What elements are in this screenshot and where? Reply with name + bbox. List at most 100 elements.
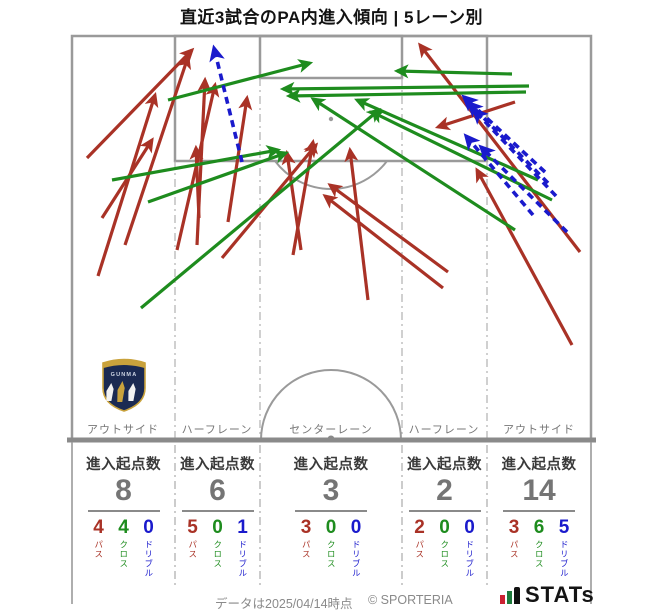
pass-stat: 3 パス [505,517,524,579]
arrow-cross [111,145,282,182]
origins-label: 進入起点数 [407,457,482,473]
cross-count: 4 [118,516,129,538]
cross-stat: 4 クロス [114,516,133,579]
origins-count: 8 [115,474,132,507]
cross-count: 6 [533,516,545,538]
arrow-pass [175,81,220,251]
origins-label: 進入起点数 [501,457,577,473]
divider-line [87,509,160,512]
team-badge: GUNMA [102,358,146,412]
cross-stat: 6 クロス [530,516,549,579]
arrow-dribble [209,44,244,163]
arrow-dribble [461,94,547,174]
cross-count: 0 [439,516,450,538]
dribble-count: 0 [464,516,475,538]
origins-label: 進入起点数 [86,457,161,473]
arrow-cross [354,98,539,182]
arrow-pass [344,146,370,301]
cross-label: クロス [534,540,545,569]
arrow-pass [85,47,195,160]
goal-area [258,34,404,80]
arrow-cross [139,107,382,310]
arrow-pass [475,167,574,346]
pass-label: パス [414,540,425,560]
dribble-count: 0 [350,516,362,538]
dribble-stat: 1 ドリブル [233,517,252,579]
divider-line [503,509,575,512]
center-circle-arc [260,369,402,441]
pass-label: パス [301,540,312,560]
cross-label: クロス [439,540,450,569]
origins-count: 14 [522,474,556,507]
dribble-label: ドリブル [143,540,154,579]
dribble-stat: 5 ドリブル [555,516,574,579]
origins-label: 進入起点数 [180,457,255,473]
flame-icon [128,383,136,401]
brand-text: STATs [525,582,595,607]
copyright: © SPORTERIA [368,593,453,607]
pass-stat: 2 パス [410,517,429,579]
arrow-dribble [463,133,535,217]
penalty-spot [328,116,334,122]
cross-label: クロス [212,540,223,569]
cross-stat: 0 クロス [322,516,341,579]
arrow-cross [279,81,530,96]
arrow-dribble [471,107,558,198]
arrow-layer [85,42,582,346]
lane-label-half-right: ハーフレーン [409,424,480,436]
arrow-dribble [478,144,569,234]
arrow-pass [291,138,318,256]
arrow-pass [100,137,154,219]
pass-label: パス [93,540,104,560]
breakdown-row: 3 パス 0 クロス 0 ドリブル [260,516,402,579]
arrow-pass [418,42,582,253]
lane-stats-outside-left: 進入起点数 8 4 パス 4 クロス 0 ドリブル [72,444,175,578]
dribble-stat: 0 ドリブル [139,516,158,579]
pass-count: 4 [93,516,104,538]
dribble-label: ドリブル [351,540,362,579]
divider-line [408,509,481,512]
pass-label: パス [187,540,198,560]
breakdown-row: 2 パス 0 クロス 0 ドリブル [402,516,487,579]
badge-shield [102,358,146,412]
dribble-count: 0 [143,516,154,538]
cross-stat: 0 クロス [208,516,227,579]
arrow-dribble [466,100,550,185]
badge-gold-band [103,359,145,368]
cross-label: クロス [118,540,129,569]
arrow-cross [147,150,290,204]
lane-stats-half-left: 進入起点数 6 5 パス 0 クロス 1 ドリブル [175,444,260,578]
breakdown-row: 5 パス 0 クロス 1 ドリブル [175,516,260,579]
arrow-pass [322,194,444,290]
origins-count: 6 [209,474,226,507]
page-title: 直近3試合のPA内進入傾向 | 5レーン別 [179,8,484,27]
data-timestamp: データは2025/04/14時点 [215,597,353,611]
arrow-pass [96,91,159,277]
lane-label-center: センターレーン [289,423,372,436]
arrow-cross [167,59,314,102]
dribble-stat: 0 ドリブル [460,516,479,579]
flame-icon [117,381,125,402]
arrow-pass [281,149,303,251]
origins-count: 2 [436,474,453,507]
arrow-pass [226,94,253,223]
dribble-label: ドリブル [464,540,475,579]
divider-line [295,509,367,512]
cross-label: クロス [326,540,337,569]
cross-count: 0 [212,516,223,538]
arrow-cross [285,88,527,103]
dribble-stat: 0 ドリブル [347,516,366,579]
arrow-pass [123,53,192,246]
bar-chart-icon [500,586,520,606]
divider-line [181,509,254,512]
breakdown-row: 3 パス 6 クロス 5 ドリブル [487,516,591,579]
pass-stat: 5 パス [183,517,202,579]
badge-text: GUNMA [111,372,138,378]
dribble-count: 5 [558,516,570,538]
lane-label-half-left: ハーフレーン [182,424,253,436]
stats-brand-logo: STATs [500,582,595,607]
breakdown-row: 4 パス 4 クロス 0 ドリブル [72,516,175,579]
cross-count: 0 [325,516,337,538]
